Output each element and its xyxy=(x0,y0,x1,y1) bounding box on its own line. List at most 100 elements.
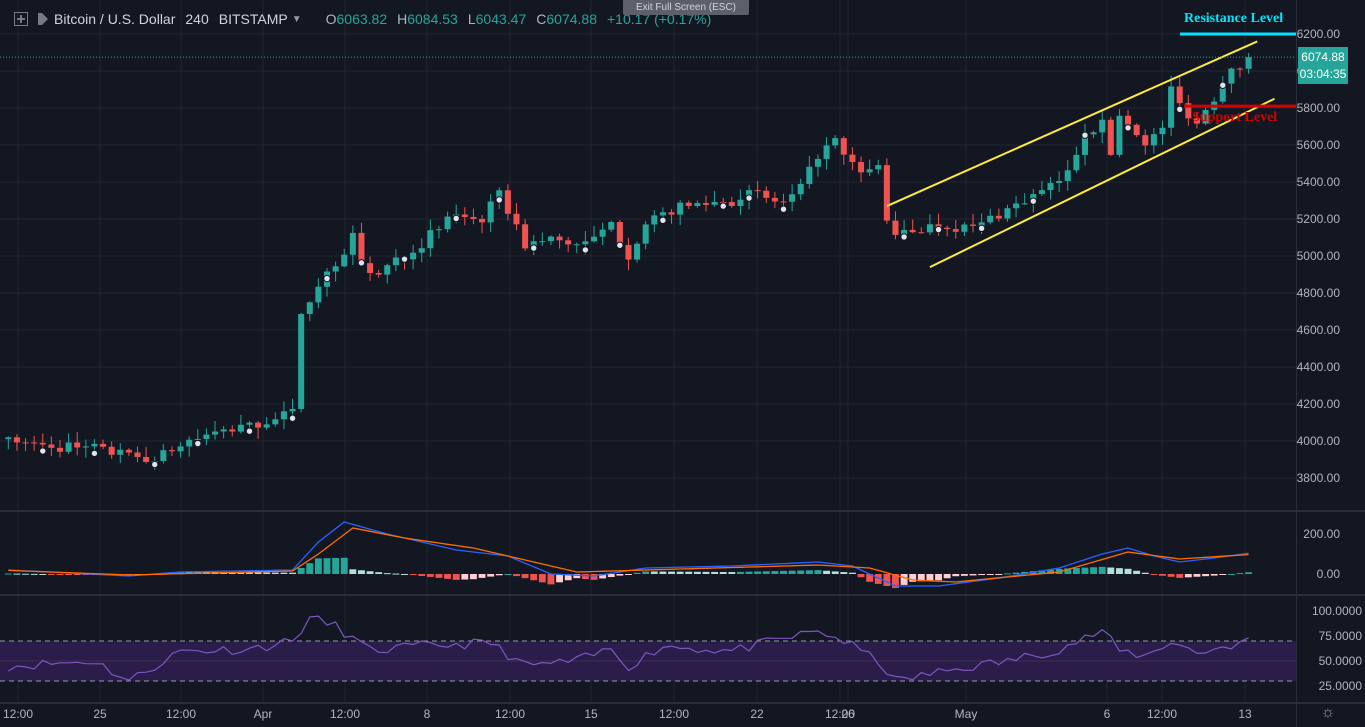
macd-histogram-bar xyxy=(280,572,288,574)
macd-histogram-bar xyxy=(392,573,400,575)
event-marker xyxy=(452,214,460,223)
candle-body xyxy=(143,456,150,462)
candle-body xyxy=(65,442,72,452)
candle-body xyxy=(926,224,933,233)
candle-body xyxy=(22,442,29,444)
macd-histogram-bar xyxy=(1159,574,1166,576)
candle-body xyxy=(1185,103,1192,119)
ascending-channel[interactable] xyxy=(886,40,1275,268)
candle-body xyxy=(987,215,994,223)
candle-body xyxy=(487,201,494,223)
candle-body xyxy=(1081,134,1088,155)
macd-histogram-bar xyxy=(564,574,572,581)
macd-histogram-bar xyxy=(22,573,29,575)
event-marker xyxy=(900,233,908,241)
candle-body xyxy=(229,429,236,432)
candle-body xyxy=(1073,154,1080,171)
macd-histogram-bar xyxy=(780,570,787,574)
macd-histogram-bar xyxy=(13,573,21,575)
event-marker xyxy=(745,194,753,202)
event-marker xyxy=(934,225,943,234)
candle-body xyxy=(668,212,675,215)
macd-histogram-bar xyxy=(444,574,452,579)
macd-histogram-bar xyxy=(823,570,831,574)
candle-body xyxy=(315,286,322,303)
low-value: 6043.47 xyxy=(475,11,527,27)
macd-histogram-bar xyxy=(668,571,675,574)
candle-body xyxy=(1047,182,1054,191)
candle-body xyxy=(995,215,1002,219)
candle-body xyxy=(547,236,554,242)
candle-body xyxy=(677,202,684,215)
macd-histogram-bar xyxy=(401,574,408,575)
price-tick-label: 5200.00 xyxy=(1297,212,1341,226)
candle-body xyxy=(117,449,124,455)
candle-body xyxy=(375,272,382,275)
macd-histogram-bar xyxy=(969,574,977,576)
symbol-name[interactable]: Bitcoin / U.S. Dollar xyxy=(54,11,176,27)
candle-body xyxy=(737,199,744,206)
macd-histogram-bar xyxy=(332,557,340,574)
macd-histogram-bar xyxy=(556,574,564,583)
time-axis[interactable]: 12:00 25 12:00 Apr 12:00 8 12:00 15 12:00 22 12:00… xyxy=(3,707,1252,721)
macd-histogram-bar xyxy=(1107,567,1115,574)
price-tick-label: 5600.00 xyxy=(1297,138,1341,152)
macd-histogram-bar xyxy=(952,574,960,577)
candle-body xyxy=(763,190,770,198)
macd-histogram-bar xyxy=(246,572,253,574)
candle-body xyxy=(298,313,305,409)
macd-tick-label: 0.00 xyxy=(1317,567,1341,581)
macd-histogram-bar xyxy=(788,570,796,574)
macd-histogram-bar xyxy=(1098,566,1106,574)
time-tick-label: 12:00 xyxy=(825,707,855,721)
close-value: 6074.88 xyxy=(546,11,597,27)
event-marker xyxy=(194,439,202,448)
settings-gear-icon[interactable]: ☼ xyxy=(1320,704,1336,721)
add-symbol-icon[interactable] xyxy=(14,12,28,26)
macd-histogram-bar xyxy=(719,571,727,574)
macd-histogram-bar xyxy=(762,571,770,574)
candle-body xyxy=(255,422,262,428)
macd-line xyxy=(8,521,1249,587)
candle-body xyxy=(272,419,279,425)
candle-body xyxy=(1245,57,1252,69)
macd-histogram-bar xyxy=(1047,569,1054,574)
candle-body xyxy=(367,263,374,273)
macd-histogram-bar xyxy=(771,571,779,574)
candle-body xyxy=(212,431,219,435)
macd-histogram-bar xyxy=(659,571,667,574)
candle-body xyxy=(651,215,658,225)
candle-body xyxy=(1168,86,1175,128)
exit-full-screen-button[interactable]: Exit Full Screen (ESC) xyxy=(623,0,749,15)
macd-histogram-bar xyxy=(469,574,477,580)
high-value: 6084.53 xyxy=(407,11,458,27)
macd-histogram-bar xyxy=(943,574,951,579)
resistance-level-label: Resistance Level xyxy=(1184,11,1284,26)
chevron-down-icon[interactable]: ▼ xyxy=(291,13,302,25)
support-resistance-levels[interactable] xyxy=(1180,32,1296,108)
macd-histogram-bar xyxy=(935,574,942,581)
ohlc-values: O6063.82 H6084.53 L6043.47 C6074.88 +10.… xyxy=(326,11,712,27)
price-axis[interactable]: 3800.00 4000.00 4200.00 4400.00 4600.00 4800.… xyxy=(1297,27,1363,693)
macd-histogram-bar xyxy=(642,571,650,574)
candle-body xyxy=(306,302,313,314)
macd-histogram-bar xyxy=(1184,574,1192,578)
macd-histogram-bar xyxy=(1245,572,1253,574)
candle-body xyxy=(1150,134,1157,146)
event-marker xyxy=(1124,124,1132,132)
candle-body xyxy=(160,450,167,461)
macd-histogram-bar xyxy=(237,572,245,574)
macd-histogram-bar xyxy=(745,571,753,574)
event-marker xyxy=(616,241,624,249)
rsi-tick-label: 25.0000 xyxy=(1319,679,1363,693)
interval[interactable]: 240 xyxy=(185,11,209,27)
candle-body xyxy=(48,444,55,448)
candle-body xyxy=(384,265,391,275)
exchange[interactable]: BITSTAMP xyxy=(218,11,288,27)
macd-histogram-bar xyxy=(883,574,891,586)
macd-histogram-bar xyxy=(848,572,856,574)
candle-body xyxy=(1099,119,1106,133)
macd-histogram-bar xyxy=(978,574,986,576)
macd-histogram-bar xyxy=(633,572,641,574)
